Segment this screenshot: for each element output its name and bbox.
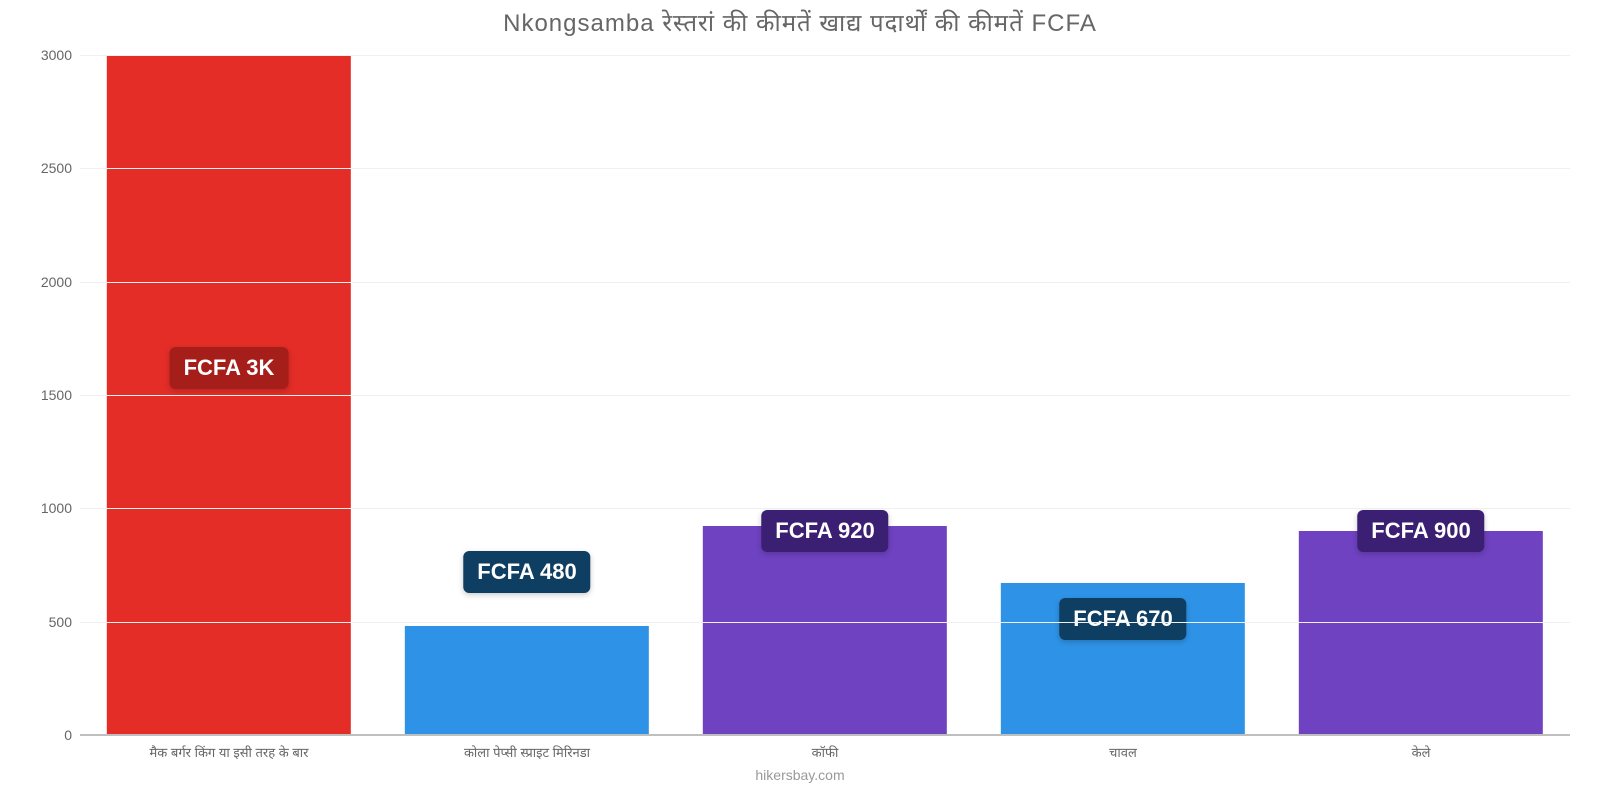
bar — [703, 526, 947, 735]
grid-line — [80, 55, 1570, 56]
grid-line — [80, 168, 1570, 169]
y-tick-label: 1500 — [41, 387, 72, 403]
chart-title: Nkongsamba रेस्तरां की कीमतें खाद्य पदार… — [0, 6, 1600, 39]
grid-line — [80, 395, 1570, 396]
grid-line — [80, 282, 1570, 283]
plot-area: FCFA 3Kमैक बर्गर किंग या इसी तरह के बारF… — [80, 55, 1570, 735]
x-tick-label: कॉफी — [676, 743, 974, 761]
x-axis-baseline — [80, 734, 1570, 736]
bar — [405, 626, 649, 735]
x-tick-label: चावल — [974, 743, 1272, 761]
y-tick-label: 500 — [49, 614, 72, 630]
y-tick-label: 0 — [64, 727, 72, 743]
bar-value-label: FCFA 900 — [1357, 510, 1484, 552]
grid-line — [80, 622, 1570, 623]
bar-value-label: FCFA 670 — [1059, 598, 1186, 640]
bar — [1299, 531, 1543, 735]
y-tick-label: 2500 — [41, 160, 72, 176]
bar-value-label: FCFA 480 — [463, 551, 590, 593]
x-tick-label: मैक बर्गर किंग या इसी तरह के बार — [80, 743, 378, 761]
y-tick-label: 1000 — [41, 500, 72, 516]
bar-value-label: FCFA 3K — [170, 347, 289, 389]
bar-value-label: FCFA 920 — [761, 510, 888, 552]
grid-line — [80, 508, 1570, 509]
y-tick-label: 2000 — [41, 274, 72, 290]
x-tick-label: कोला पेप्सी स्प्राइट मिरिनडा — [378, 743, 676, 761]
chart-footer: hikersbay.com — [0, 767, 1600, 783]
y-tick-label: 3000 — [41, 47, 72, 63]
price-chart: Nkongsamba रेस्तरां की कीमतें खाद्य पदार… — [0, 0, 1600, 800]
x-tick-label: केले — [1272, 743, 1570, 761]
